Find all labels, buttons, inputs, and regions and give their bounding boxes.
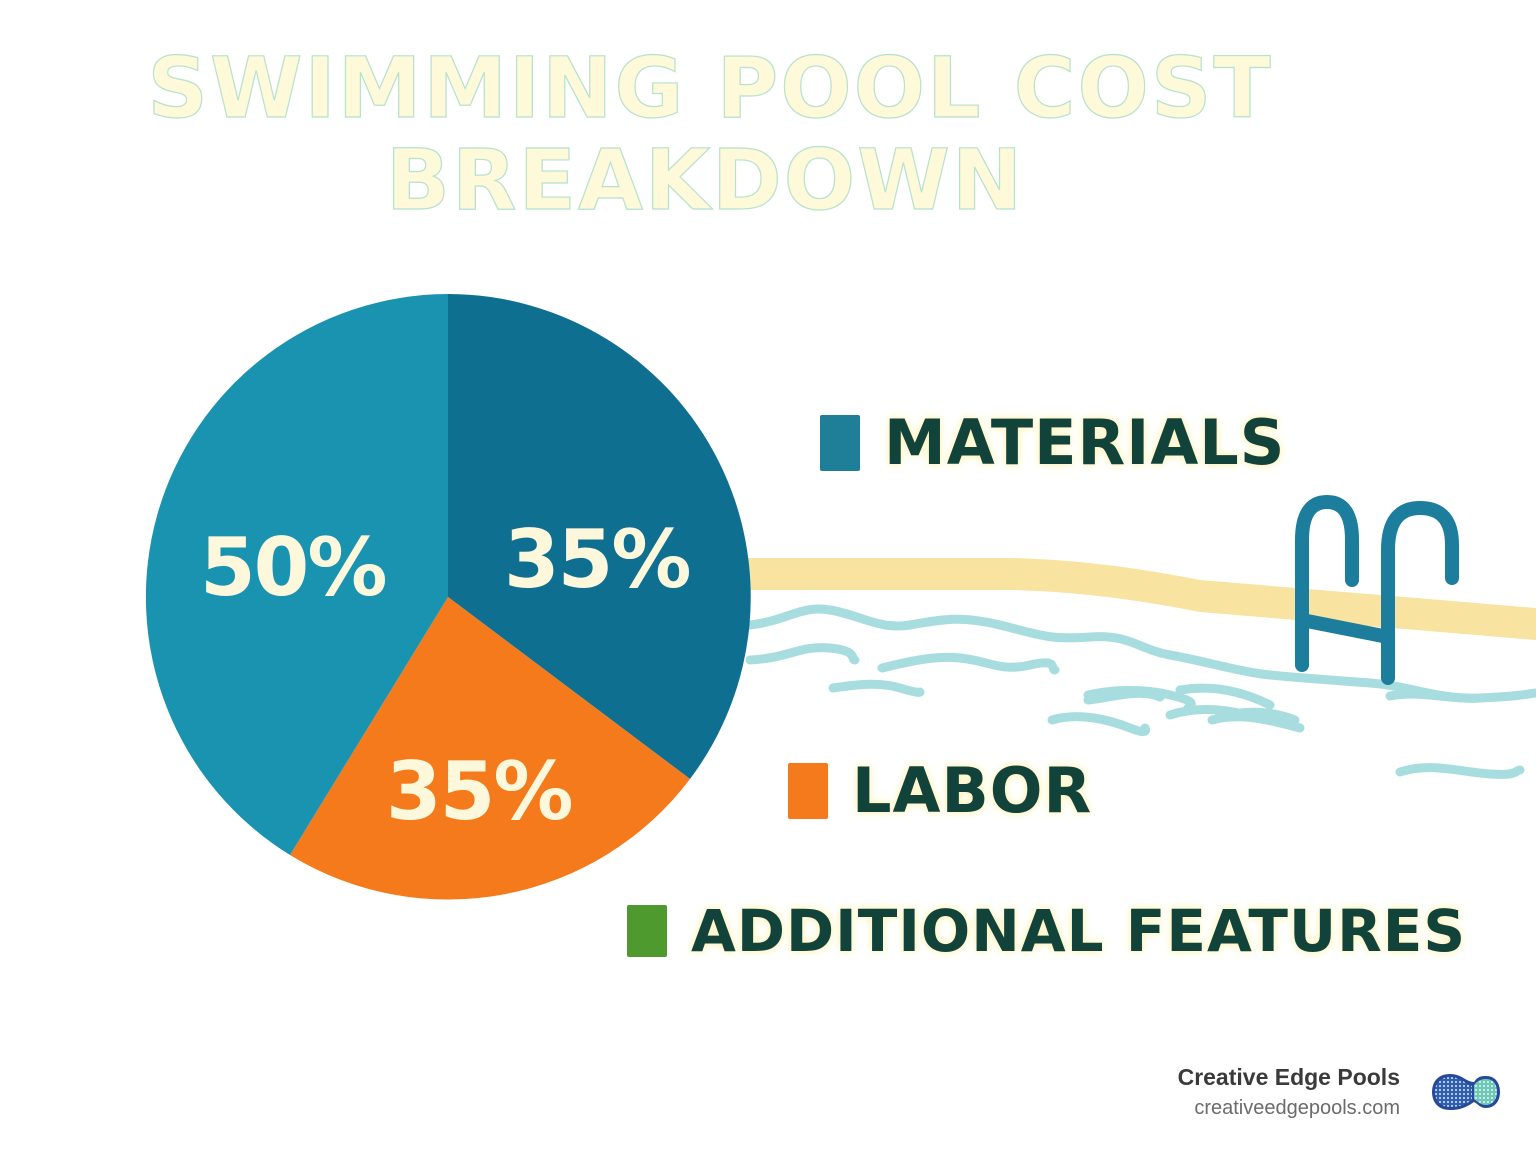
- legend-label-materials: MATERIALS: [884, 406, 1286, 479]
- legend-label-additional-features: ADDITIONAL FEATURES: [691, 897, 1467, 965]
- brand-name: Creative Edge Pools: [1177, 1064, 1400, 1090]
- chart-title-line1: SWIMMING POOL COST: [147, 39, 1273, 137]
- pie-slice-materials[interactable]: [448, 294, 751, 779]
- brand-url[interactable]: creativeedgepools.com: [1194, 1097, 1400, 1119]
- pie-slice-additional[interactable]: [145, 294, 448, 855]
- legend-item-additional-features[interactable]: ADDITIONAL FEATURES: [627, 902, 1466, 960]
- pie-slice-labor[interactable]: [290, 597, 690, 900]
- pie-label-right: 35%: [504, 513, 691, 606]
- legend-item-labor[interactable]: LABOR: [788, 760, 1092, 822]
- chart-title: SWIMMING POOL COST BREAKDOWN: [0, 39, 1420, 229]
- pie-chart: [145, 294, 751, 900]
- legend-item-materials[interactable]: MATERIALS: [820, 412, 1285, 474]
- legend-label-labor: LABOR: [852, 754, 1093, 827]
- brand-logo-icon: [1432, 1074, 1500, 1110]
- pool-ladder-icon: [1295, 494, 1459, 685]
- legend-swatch-labor: [788, 763, 828, 819]
- chart-title-line2: BREAKDOWN: [385, 131, 1025, 229]
- legend-swatch-additional-features: [627, 905, 667, 957]
- pool-deck-edge: [748, 558, 1536, 640]
- brand-block: Creative Edge Pools creativeedgepools.co…: [1178, 1064, 1400, 1120]
- pie-label-bottom: 35%: [386, 745, 573, 838]
- water-waves: [745, 604, 1536, 779]
- legend-swatch-materials: [820, 415, 860, 471]
- pie-label-left: 50%: [200, 521, 387, 614]
